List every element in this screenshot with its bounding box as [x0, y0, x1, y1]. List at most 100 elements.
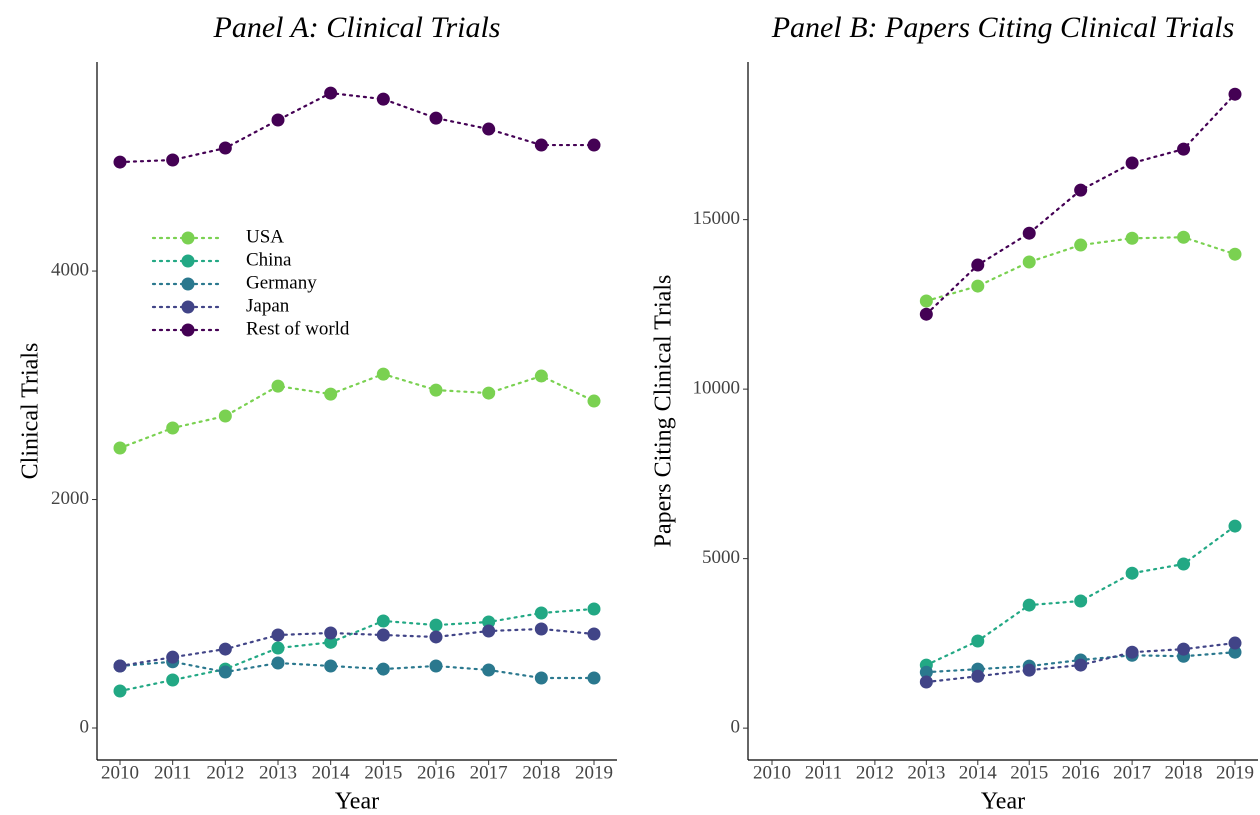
y-tick-label: 5000: [702, 547, 740, 568]
x-tick-label: 2016: [417, 762, 455, 783]
y-tick-label: 2000: [51, 488, 89, 509]
data-point: [376, 614, 390, 628]
x-tick-label: 2012: [206, 762, 244, 783]
data-point: [1074, 183, 1088, 197]
panel-title: Panel B: Papers Citing Clinical Trials: [771, 11, 1235, 44]
data-point: [271, 379, 285, 393]
y-tick-label: 4000: [51, 259, 89, 280]
data-point: [218, 665, 232, 679]
panel-title: Panel A: Clinical Trials: [213, 11, 501, 44]
data-point: [919, 294, 933, 308]
series-line: [118, 91, 596, 164]
x-tick-label: 2018: [522, 762, 560, 783]
data-point: [271, 113, 285, 127]
data-point: [166, 421, 180, 435]
data-point: [324, 659, 338, 673]
data-point: [1022, 255, 1036, 269]
data-point: [919, 665, 933, 679]
data-point: [482, 122, 496, 136]
data-point: [1125, 231, 1139, 245]
data-point: [376, 628, 390, 642]
data-point: [218, 141, 232, 155]
data-point: [166, 673, 180, 687]
data-point: [482, 624, 496, 638]
legend-label: Japan: [246, 295, 290, 316]
data-point: [166, 650, 180, 664]
x-tick-label: 2010: [753, 762, 791, 783]
x-tick-label: 2016: [1062, 762, 1100, 783]
data-point: [534, 671, 548, 685]
data-point: [271, 641, 285, 655]
data-point: [1125, 566, 1139, 580]
data-point: [1228, 636, 1242, 650]
data-point: [1125, 645, 1139, 659]
series-line: [118, 627, 596, 668]
x-tick-label: 2018: [1165, 762, 1203, 783]
data-point: [429, 111, 443, 125]
data-point: [919, 307, 933, 321]
legend-marker: [181, 300, 195, 314]
series-line: [118, 660, 596, 680]
data-point: [1074, 658, 1088, 672]
x-tick-label: 2011: [805, 762, 842, 783]
legend-label: Germany: [246, 272, 317, 293]
data-point: [482, 615, 496, 629]
data-point: [113, 684, 127, 698]
data-point: [971, 634, 985, 648]
data-point: [587, 138, 601, 152]
x-tick-label: 2010: [101, 762, 139, 783]
data-point: [534, 138, 548, 152]
data-point: [429, 618, 443, 632]
data-point: [429, 630, 443, 644]
data-point: [324, 626, 338, 640]
data-point: [1074, 594, 1088, 608]
y-tick-label: 15000: [693, 208, 741, 229]
data-point: [218, 642, 232, 656]
data-point: [1228, 519, 1242, 533]
x-axis-label: Year: [981, 789, 1025, 815]
x-tick-label: 2011: [154, 762, 191, 783]
y-tick-label: 0: [80, 716, 90, 737]
x-axis-label: Year: [335, 789, 379, 815]
data-point: [971, 258, 985, 272]
series-line: [118, 607, 596, 693]
data-point: [534, 606, 548, 620]
data-point: [971, 669, 985, 683]
data-point: [376, 92, 390, 106]
data-point: [376, 662, 390, 676]
data-point: [1022, 226, 1036, 240]
data-point: [1022, 598, 1036, 612]
data-point: [482, 386, 496, 400]
data-point: [482, 663, 496, 677]
legend-marker: [181, 254, 195, 268]
data-point: [271, 628, 285, 642]
data-point: [919, 675, 933, 689]
y-tick-label: 0: [731, 716, 741, 737]
x-tick-label: 2014: [959, 762, 998, 783]
data-point: [587, 394, 601, 408]
data-point: [971, 279, 985, 293]
data-point: [1125, 156, 1139, 170]
data-point: [1228, 645, 1242, 659]
x-tick-label: 2014: [312, 762, 351, 783]
data-point: [587, 602, 601, 616]
legend-label: USA: [246, 226, 284, 247]
data-point: [271, 656, 285, 670]
data-point: [1022, 663, 1036, 677]
x-tick-label: 2015: [364, 762, 402, 783]
x-tick-label: 2019: [575, 762, 613, 783]
series-line: [118, 372, 596, 450]
x-tick-label: 2017: [470, 762, 508, 783]
legend-label: Rest of world: [246, 318, 350, 339]
data-point: [534, 369, 548, 383]
x-tick-label: 2013: [907, 762, 945, 783]
data-point: [1177, 642, 1191, 656]
data-point: [1228, 247, 1242, 261]
data-point: [324, 635, 338, 649]
legend-marker: [181, 323, 195, 337]
data-point: [376, 367, 390, 381]
data-point: [113, 155, 127, 169]
data-point: [1177, 142, 1191, 156]
x-tick-label: 2013: [259, 762, 297, 783]
x-tick-label: 2015: [1010, 762, 1048, 783]
